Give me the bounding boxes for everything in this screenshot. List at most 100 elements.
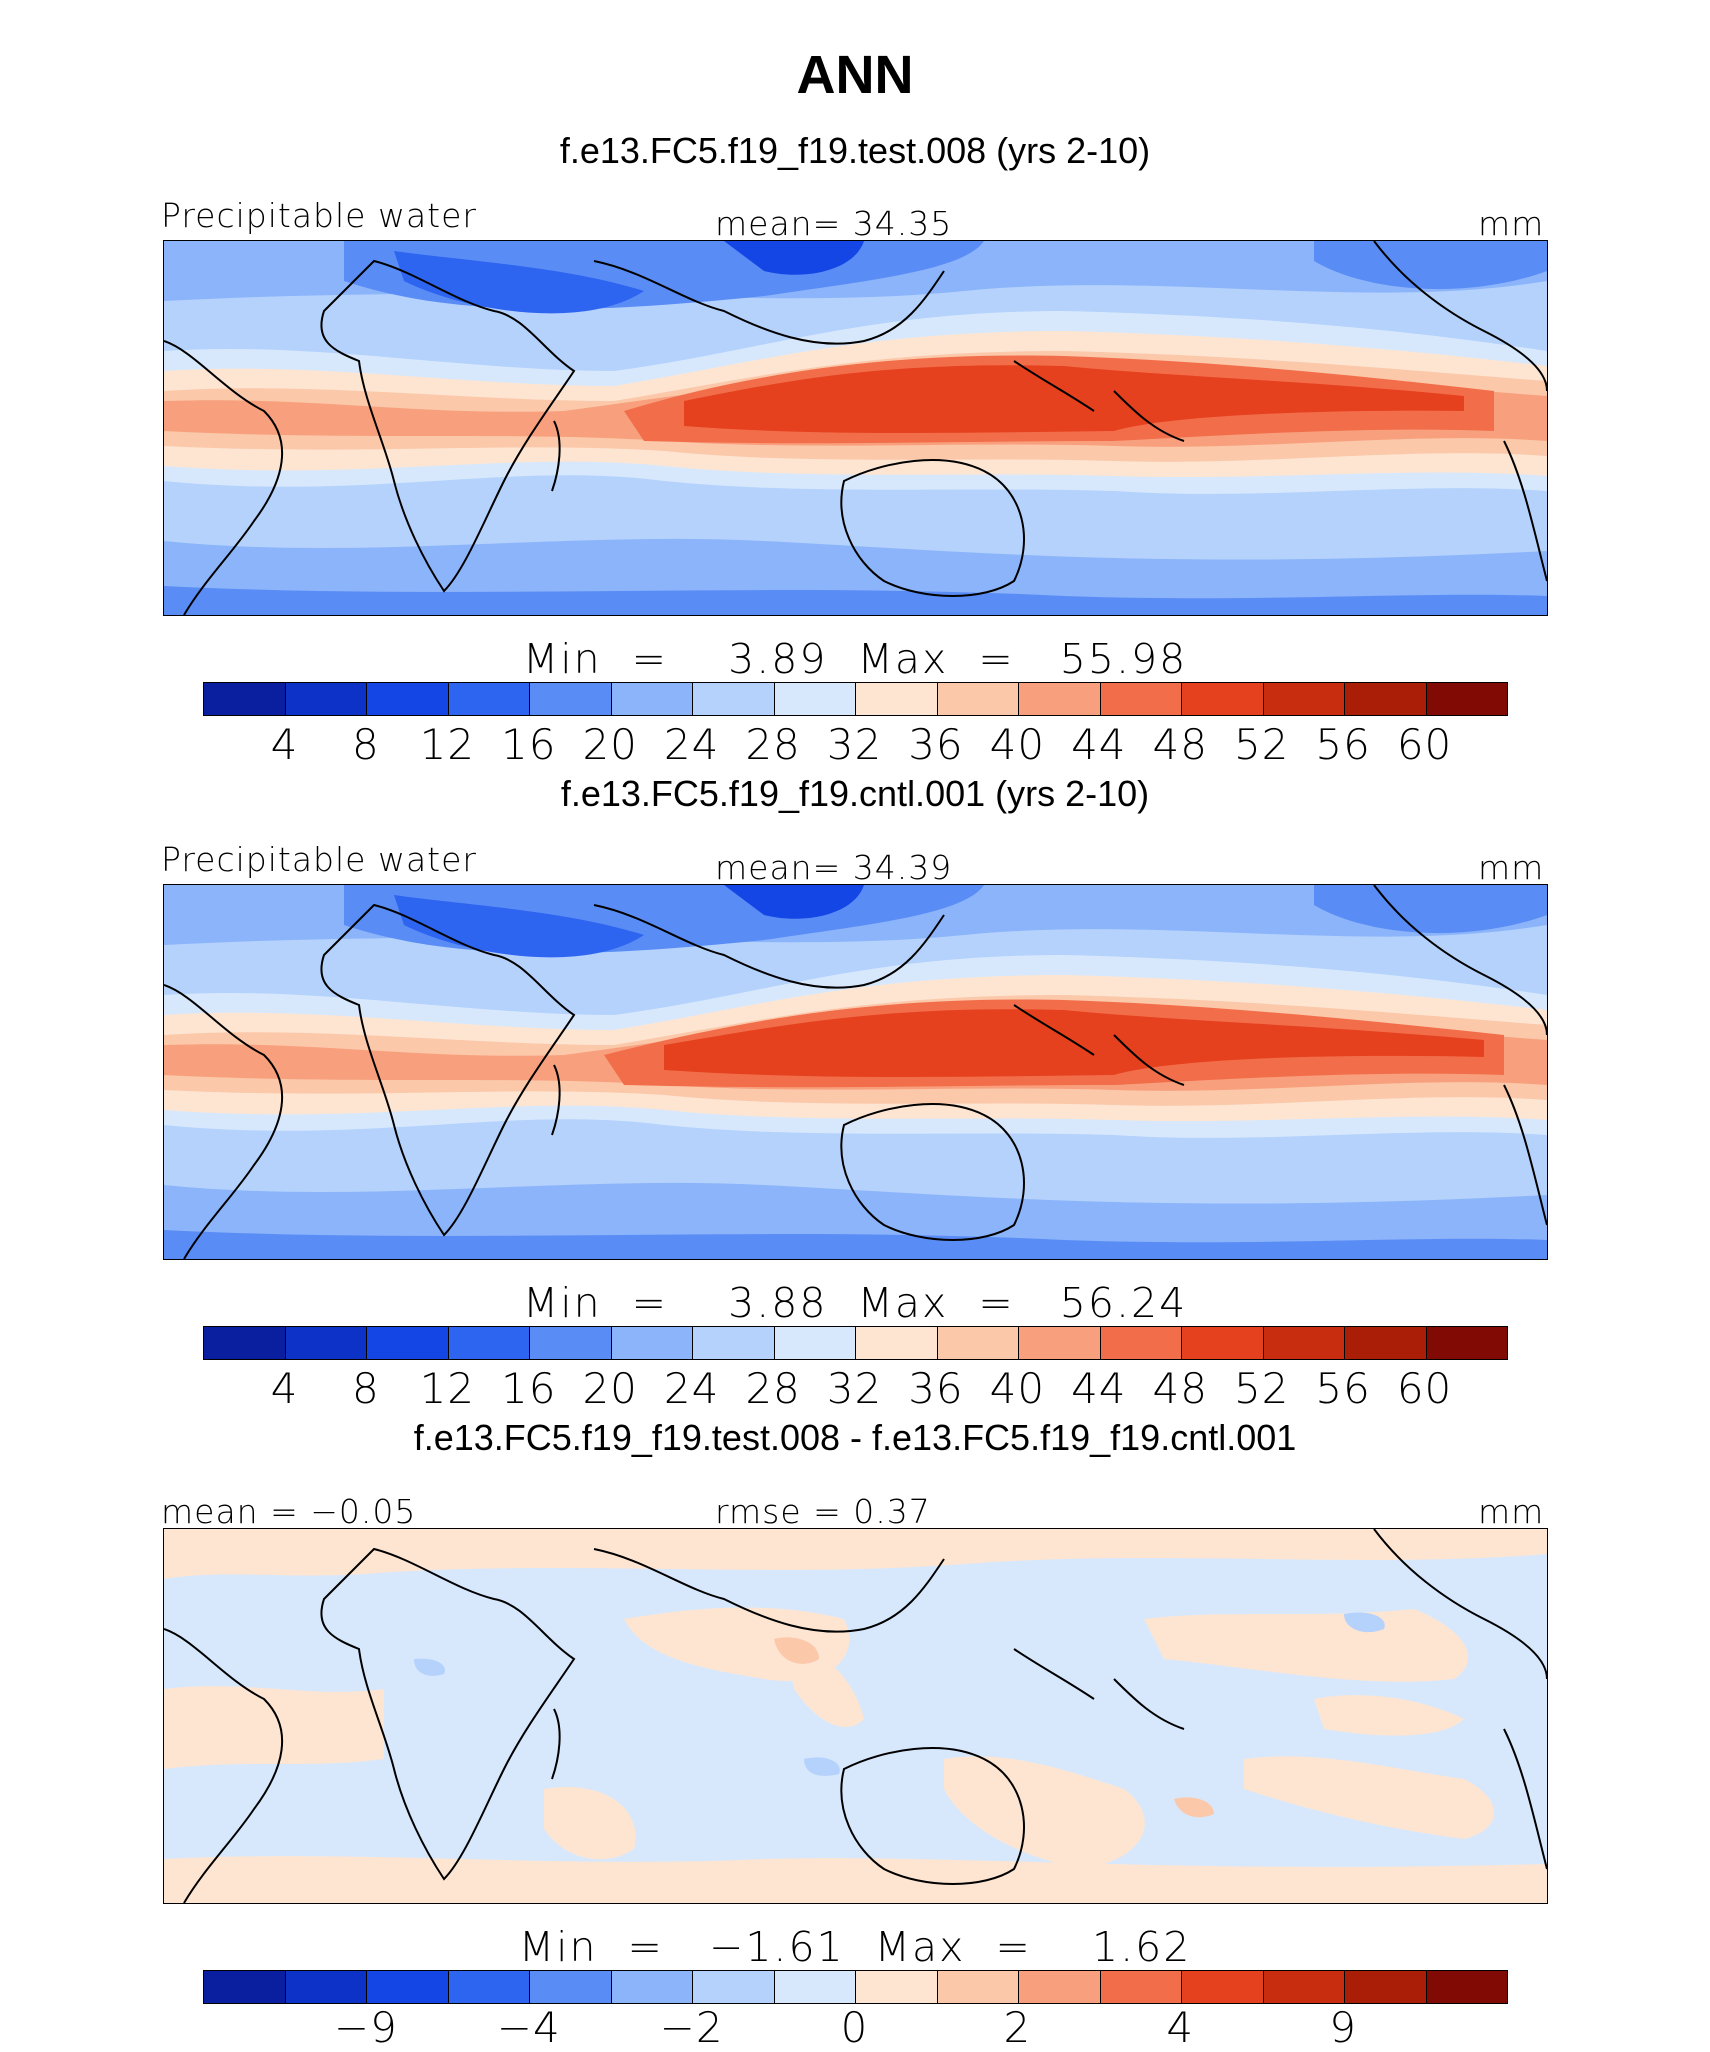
colorbar-swatch xyxy=(448,1327,530,1359)
colorbar-tick-label: 36 xyxy=(908,1364,964,1413)
colorbar-swatch xyxy=(1263,1971,1345,2003)
colorbar-tick-label: 52 xyxy=(1233,1364,1290,1413)
colorbar-swatch xyxy=(1019,1971,1101,2003)
colorbar-swatch xyxy=(693,1327,775,1359)
colorbar-tick-label: 24 xyxy=(663,1364,720,1413)
colorbar-tick-label: 48 xyxy=(1152,1364,1208,1413)
colorbar-swatch xyxy=(1426,1971,1507,2003)
colorbar-swatch xyxy=(367,1971,449,2003)
panel3-rmse-label: rmse = 0.37 xyxy=(715,1492,931,1531)
panel1-mean-label: mean= 34.35 xyxy=(715,204,953,243)
colorbar-tick-label: 24 xyxy=(663,720,720,769)
colorbar-swatch xyxy=(204,683,286,715)
colorbar-swatch xyxy=(204,1971,286,2003)
colorbar-tick-label: 20 xyxy=(582,1364,638,1413)
panel3-units-label: mm xyxy=(1478,1492,1545,1531)
colorbar-tick-label: −4 xyxy=(496,2003,561,2052)
colorbar-swatch xyxy=(1100,1971,1182,2003)
panel3-map xyxy=(163,1528,1548,1904)
colorbar-swatch xyxy=(937,1971,1019,2003)
colorbar-tick-label: 16 xyxy=(501,720,557,769)
figure-title: ANN xyxy=(796,45,914,105)
panel1-variable-label: Precipitable water xyxy=(161,196,477,235)
panel2-colorbar-ticks: 4 8 12 16 20 24 28 32 36 40 44 48 52 56 60 xyxy=(0,1364,1710,1414)
colorbar-tick-label: 44 xyxy=(1071,1364,1127,1413)
colorbar-tick-label: 9 xyxy=(1329,2003,1357,2052)
panel3-colorbar xyxy=(203,1970,1508,2004)
colorbar-swatch xyxy=(1426,1327,1507,1359)
colorbar-swatch xyxy=(285,1327,367,1359)
colorbar-swatch xyxy=(1345,683,1427,715)
colorbar-tick-label: 12 xyxy=(419,1364,476,1413)
colorbar-tick-label: 44 xyxy=(1071,720,1127,769)
panel2-map xyxy=(163,884,1548,1260)
panel2-map-svg xyxy=(164,885,1547,1259)
panel1-map xyxy=(163,240,1548,616)
panel1-map-svg xyxy=(164,241,1547,615)
colorbar-tick-label: 8 xyxy=(352,1364,380,1413)
colorbar-swatch xyxy=(448,683,530,715)
colorbar-swatch xyxy=(856,683,938,715)
panel3-min-max: Min = −1.61 Max = 1.62 xyxy=(518,1923,1192,1971)
panel3-map-svg xyxy=(164,1529,1547,1903)
colorbar-swatch xyxy=(1426,683,1507,715)
colorbar-swatch xyxy=(1182,1327,1264,1359)
colorbar-swatch xyxy=(1345,1971,1427,2003)
panel3-case-title: f.e13.FC5.f19_f19.test.008 - f.e13.FC5.f… xyxy=(413,1417,1297,1458)
colorbar-swatch xyxy=(611,683,693,715)
colorbar-swatch xyxy=(1019,1327,1101,1359)
colorbar-swatch xyxy=(693,1971,775,2003)
panel3-mean-label: mean = −0.05 xyxy=(161,1492,417,1531)
colorbar-tick-label: 36 xyxy=(908,720,964,769)
colorbar-tick-label: 48 xyxy=(1152,720,1208,769)
colorbar-tick-label: 32 xyxy=(826,720,883,769)
colorbar-tick-label: 56 xyxy=(1315,1364,1371,1413)
colorbar-swatch xyxy=(937,683,1019,715)
colorbar-swatch xyxy=(1345,1327,1427,1359)
panel3-colorbar-ticks: −9 −4 −2 0 2 4 9 xyxy=(0,2003,1710,2052)
colorbar-tick-label: 60 xyxy=(1396,1364,1453,1413)
colorbar-tick-label: 40 xyxy=(989,1364,1046,1413)
panel1-colorbar-ticks: 4 8 12 16 20 24 28 32 36 40 44 48 52 56 60 xyxy=(0,720,1710,770)
colorbar-tick-label: −2 xyxy=(659,2003,724,2052)
colorbar-tick-label: 32 xyxy=(826,1364,883,1413)
colorbar-swatch xyxy=(285,683,367,715)
panel1-colorbar xyxy=(203,682,1508,716)
colorbar-tick-label: 40 xyxy=(989,720,1046,769)
colorbar-swatch xyxy=(1182,1971,1264,2003)
colorbar-tick-label: 12 xyxy=(419,720,476,769)
colorbar-tick-label: 0 xyxy=(840,2003,869,2052)
colorbar-swatch xyxy=(937,1327,1019,1359)
colorbar-swatch xyxy=(774,1327,856,1359)
panel2-min-max: Min = 3.88 Max = 56.24 xyxy=(522,1279,1188,1327)
colorbar-swatch xyxy=(856,1971,938,2003)
colorbar-swatch xyxy=(1263,683,1345,715)
colorbar-tick-label: 4 xyxy=(270,1364,299,1413)
colorbar-tick-label: 28 xyxy=(745,1364,801,1413)
colorbar-tick-label: 2 xyxy=(1003,2003,1032,2052)
colorbar-tick-label: −9 xyxy=(333,2003,398,2052)
colorbar-swatch xyxy=(1019,683,1101,715)
colorbar-swatch xyxy=(367,683,449,715)
colorbar-swatch xyxy=(693,683,775,715)
colorbar-swatch xyxy=(1100,683,1182,715)
panel2-units-label: mm xyxy=(1478,848,1545,887)
panel2-case-title: f.e13.FC5.f19_f19.cntl.001 (yrs 2-10) xyxy=(560,773,1150,814)
colorbar-swatch xyxy=(1182,683,1264,715)
colorbar-tick-label: 28 xyxy=(745,720,801,769)
colorbar-tick-label: 60 xyxy=(1396,720,1453,769)
colorbar-tick-label: 4 xyxy=(270,720,299,769)
colorbar-swatch xyxy=(285,1971,367,2003)
colorbar-tick-label: 56 xyxy=(1315,720,1371,769)
colorbar-swatch xyxy=(530,1971,612,2003)
colorbar-swatch xyxy=(448,1971,530,2003)
panel1-case-title: f.e13.FC5.f19_f19.test.008 (yrs 2-10) xyxy=(559,130,1151,171)
colorbar-swatch xyxy=(856,1327,938,1359)
colorbar-swatch xyxy=(1100,1327,1182,1359)
colorbar-swatch xyxy=(611,1971,693,2003)
colorbar-swatch xyxy=(367,1327,449,1359)
panel2-colorbar xyxy=(203,1326,1508,1360)
colorbar-tick-label: 8 xyxy=(352,720,380,769)
colorbar-swatch xyxy=(774,1971,856,2003)
panel1-units-label: mm xyxy=(1478,204,1545,243)
